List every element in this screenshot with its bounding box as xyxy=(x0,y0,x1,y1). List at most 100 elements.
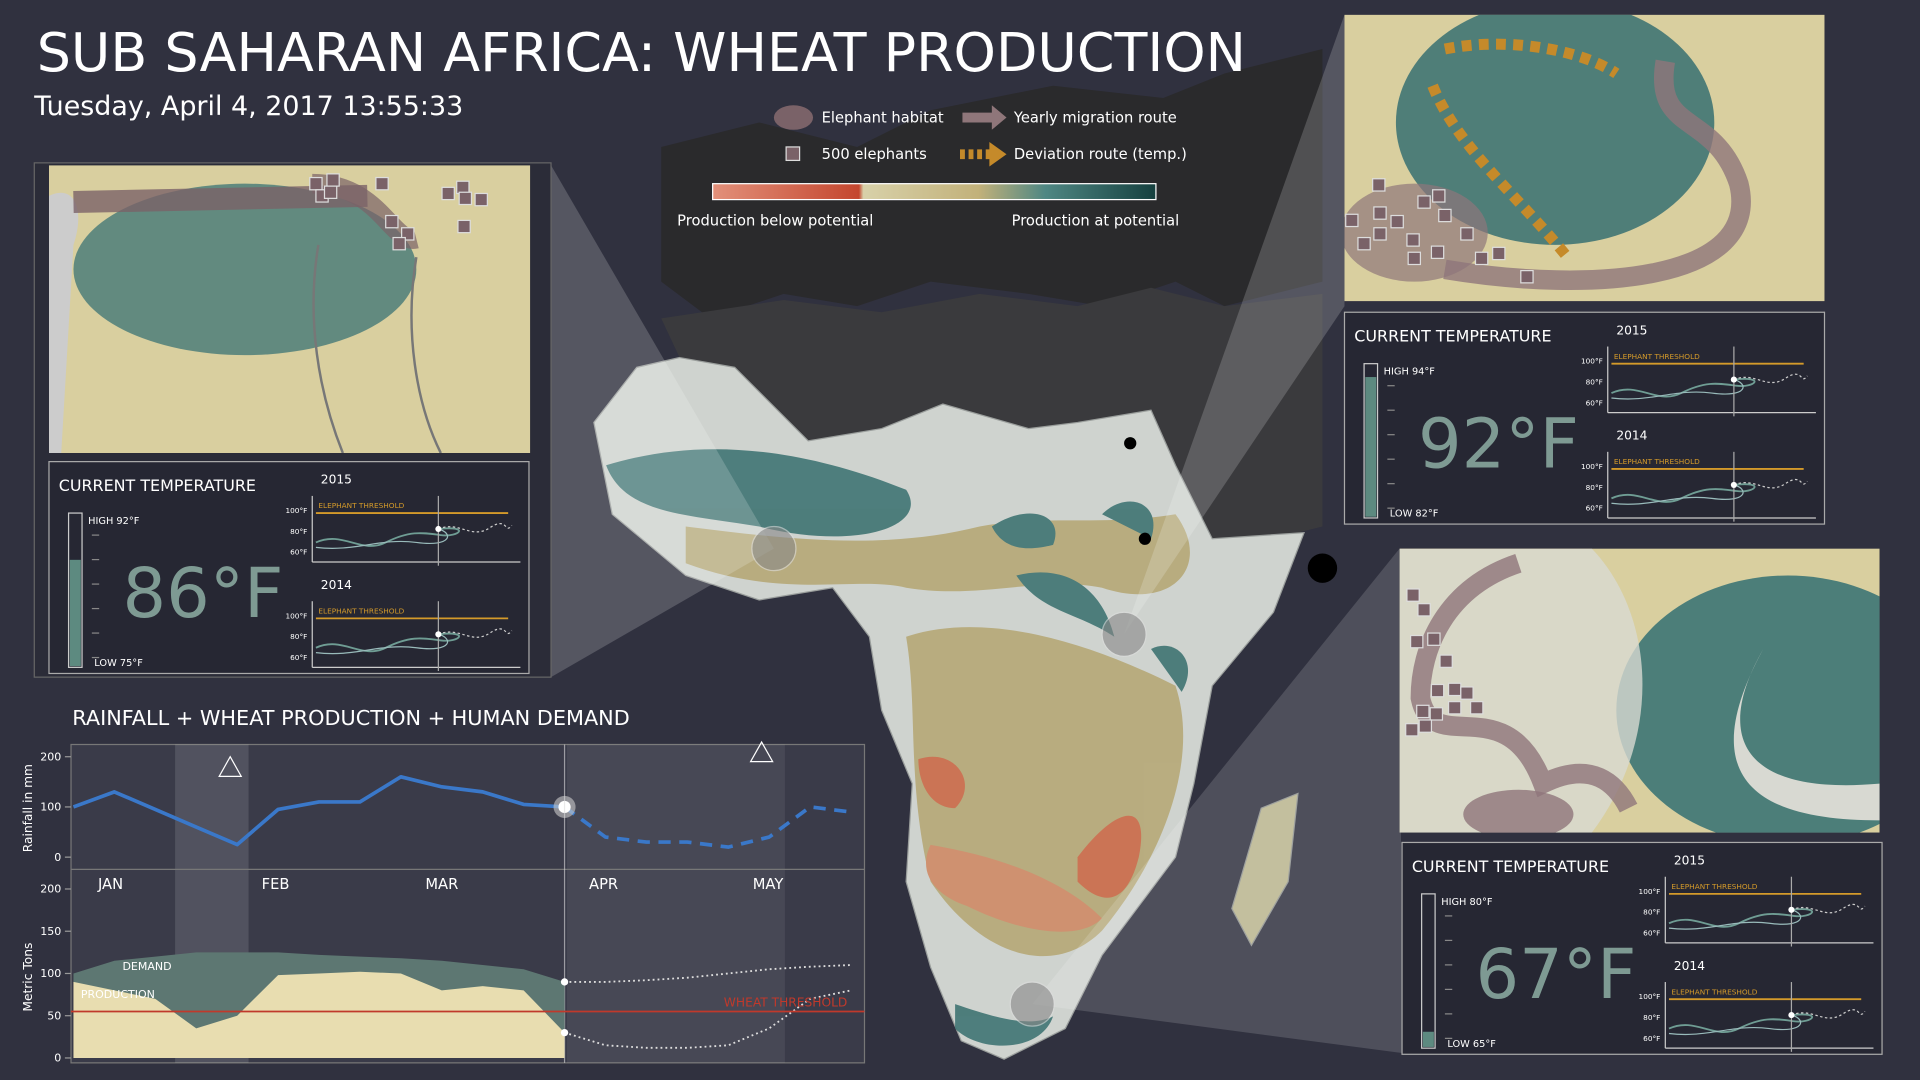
forecast-start xyxy=(560,1028,569,1037)
y-tick-label: 100 xyxy=(40,967,61,980)
mini-point xyxy=(435,631,442,638)
mini-point xyxy=(435,525,442,533)
elephant-icon xyxy=(1447,701,1462,715)
mini-line xyxy=(1611,377,1756,398)
elephant-icon xyxy=(1460,227,1474,241)
point xyxy=(1307,553,1338,583)
elephant-icon xyxy=(1438,208,1452,223)
temp-high: HIGH 80°F xyxy=(1441,897,1493,908)
rainfall-line xyxy=(72,774,565,847)
y-tick-label: 0 xyxy=(54,851,61,864)
y-tick-label: 0 xyxy=(54,1052,61,1065)
mini-tick-label: 100°F xyxy=(285,611,307,620)
elephant-icon xyxy=(458,191,473,206)
temp-high: HIGH 92°F xyxy=(88,516,140,527)
zoom-cone xyxy=(551,165,774,678)
threshold-label: ELEPHANT THRESHOLD xyxy=(318,606,404,615)
thermometer xyxy=(1421,893,1436,1049)
mini-forecast xyxy=(1791,903,1866,914)
elephant-icon xyxy=(1406,233,1420,247)
temp-current: 92°F xyxy=(1418,405,1579,485)
legend-gradient xyxy=(712,183,1157,201)
mini-tick-label: 60°F xyxy=(290,653,307,662)
inset-map xyxy=(1399,548,1880,833)
elephant-icon xyxy=(1470,701,1484,715)
series-label: DEMAND xyxy=(122,960,171,973)
legend-migration-icon xyxy=(991,105,1007,130)
legend-deviation-icon xyxy=(989,142,1007,167)
elephant-icon xyxy=(1492,246,1506,261)
panel-heading: CURRENT TEMPERATURE xyxy=(1412,857,1609,876)
elephant-icon xyxy=(385,214,399,229)
elephant-icon xyxy=(1390,214,1404,229)
elephant-icon xyxy=(326,173,340,187)
elephant-icon xyxy=(1520,270,1534,284)
mini-line xyxy=(315,527,460,547)
elephant-icon xyxy=(1474,251,1489,266)
elephant-icon xyxy=(1439,654,1453,668)
mini-tick-label: 80°F xyxy=(1586,377,1603,386)
x-tick-label: JAN xyxy=(97,876,123,893)
threshold-label: ELEPHANT THRESHOLD xyxy=(1614,457,1700,466)
area xyxy=(73,971,565,1058)
mini-line xyxy=(315,528,448,549)
elephant-icon xyxy=(1373,227,1387,241)
focus-point xyxy=(1101,611,1147,657)
mini-tick-label: 80°F xyxy=(290,527,307,536)
temperature-panel: CURRENT TEMPERATURE HIGH 80°F LOW 65°F 67°F… xyxy=(1401,841,1883,1055)
elephant-icon xyxy=(1418,719,1433,733)
elephant-icon xyxy=(1410,634,1424,649)
elephant-icon xyxy=(1357,236,1371,251)
y-tick-label: 50 xyxy=(47,1009,61,1022)
mini-point xyxy=(1788,1012,1795,1019)
forecast-start xyxy=(560,978,569,986)
elephant-icon xyxy=(392,236,406,251)
y-tick-label: 150 xyxy=(40,925,61,938)
legend-label: Deviation route (temp.) xyxy=(1014,146,1187,163)
elephant-icon xyxy=(1416,704,1430,719)
mini-line xyxy=(1611,484,1744,505)
elephant-icon xyxy=(1447,682,1462,697)
threshold-label: ELEPHANT THRESHOLD xyxy=(318,501,404,510)
y-tick-label: 200 xyxy=(40,750,61,763)
mini-tick-label: 80°F xyxy=(1643,1013,1660,1022)
mini-tick-label: 80°F xyxy=(1586,483,1603,492)
mini-tick-label: 100°F xyxy=(1639,887,1661,896)
temperature-panel: CURRENT TEMPERATURE HIGH 92°F LOW 75°F 86°F… xyxy=(48,461,530,675)
threshold-label: ELEPHANT THRESHOLD xyxy=(1671,882,1757,891)
elephant-icon xyxy=(375,176,389,191)
warning-icon xyxy=(218,755,243,777)
legend-habitat-icon xyxy=(773,105,814,130)
year-label: 2015 xyxy=(1616,323,1647,337)
point xyxy=(1138,532,1152,545)
mini-tick-label: 100°F xyxy=(1639,992,1661,1001)
x-tick-label: APR xyxy=(589,876,618,893)
mini-forecast xyxy=(438,628,513,638)
mini-forecast xyxy=(1733,478,1808,489)
mini-forecast xyxy=(1733,373,1808,384)
threshold-label: WHEAT THRESHOLD xyxy=(724,996,848,1010)
thermometer-fill xyxy=(69,559,81,667)
production-blobs xyxy=(606,449,1190,1046)
elephant-icon xyxy=(1429,707,1444,721)
y-tick-label: 200 xyxy=(40,883,61,896)
legend-elephant-icon xyxy=(785,146,801,162)
temp-current: 86°F xyxy=(122,554,283,634)
y-axis-label: Metric Tons xyxy=(21,943,35,1012)
elephant-icon xyxy=(1372,178,1386,192)
point xyxy=(1124,437,1137,450)
inset-map xyxy=(1344,14,1825,302)
mini-tick-label: 60°F xyxy=(1586,504,1603,513)
mini-forecast xyxy=(1791,1009,1866,1019)
north-africa-land xyxy=(661,287,1323,539)
temp-low: LOW 75°F xyxy=(94,658,143,669)
elephant-icon xyxy=(1345,213,1359,228)
elephant-icon xyxy=(1430,683,1445,698)
elephant-icon xyxy=(474,192,488,207)
y-tick-label: 100 xyxy=(40,801,61,814)
panel-box xyxy=(48,461,530,675)
mini-tick-label: 100°F xyxy=(1581,462,1603,471)
legend-label: Production at potential xyxy=(1012,212,1180,229)
elephant-icon xyxy=(457,219,471,234)
mini-tick-label: 60°F xyxy=(1643,929,1660,938)
